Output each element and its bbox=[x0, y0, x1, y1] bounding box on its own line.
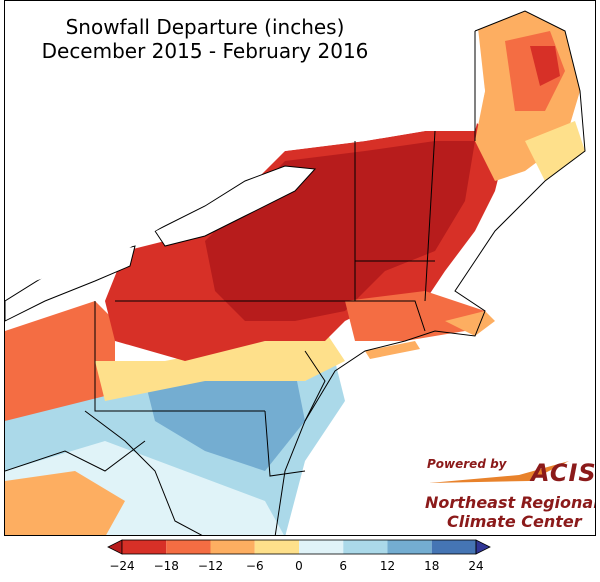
colorbar-tick-label: 6 bbox=[339, 559, 347, 573]
colorbar-tick-label: −12 bbox=[198, 559, 223, 573]
region-long-island bbox=[365, 341, 420, 359]
region-maine-coast bbox=[525, 121, 585, 181]
colorbar-tick-label: 24 bbox=[468, 559, 483, 573]
coastline bbox=[274, 10, 586, 535]
snowfall-map: Snowfall Departure (inches) December 201… bbox=[4, 0, 596, 536]
colorbar-segment bbox=[343, 540, 388, 554]
title-line-1: Snowfall Departure (inches) bbox=[65, 15, 345, 39]
colorbar-svg: −24 −18 −12 −6 0 6 12 18 24 bbox=[107, 539, 491, 573]
colorbar-tick-label: 12 bbox=[380, 559, 395, 573]
colorbar-arrow-high bbox=[475, 539, 491, 555]
powered-by-label: Powered by bbox=[427, 457, 507, 471]
state-boundaries bbox=[5, 31, 476, 535]
colorbar-tick-label: −6 bbox=[246, 559, 264, 573]
center-name-line-1: Northeast Regional bbox=[425, 493, 596, 512]
colorbar: −24 −18 −12 −6 0 6 12 18 24 bbox=[104, 538, 494, 578]
colorbar-segment bbox=[210, 540, 255, 554]
region-south-deep-blue bbox=[145, 361, 305, 471]
colorbar-segment bbox=[254, 540, 299, 554]
title-line-2: December 2015 - February 2016 bbox=[41, 39, 369, 63]
canada-area bbox=[5, 1, 485, 291]
region-pa-band bbox=[95, 331, 345, 401]
lake-ontario bbox=[154, 165, 317, 247]
region-sne bbox=[345, 291, 485, 341]
ocean-area bbox=[295, 161, 595, 535]
colorbar-segment bbox=[299, 540, 344, 554]
region-south-orange bbox=[5, 471, 125, 535]
colorbar-tick-label: −18 bbox=[154, 559, 179, 573]
credit-block: Powered by ACIS Northeast Regional Clima… bbox=[419, 453, 595, 533]
colorbar-segment bbox=[387, 540, 432, 554]
region-maine-dark bbox=[530, 46, 560, 86]
region-west-pa bbox=[5, 301, 115, 421]
colorbar-tick-label: −24 bbox=[109, 559, 134, 573]
center-name-line-2: Climate Center bbox=[447, 512, 582, 531]
colorbar-arrow-low bbox=[107, 539, 123, 555]
colorbar-segment bbox=[431, 540, 476, 554]
acis-logo-text: ACIS bbox=[531, 459, 596, 487]
acis-swoosh-icon bbox=[429, 461, 569, 483]
colorbar-tick-label: 0 bbox=[295, 559, 303, 573]
map-svg bbox=[5, 1, 595, 535]
colorbar-segment bbox=[166, 540, 211, 554]
colorbar-segment bbox=[122, 540, 167, 554]
colorbar-tick-label: 18 bbox=[424, 559, 439, 573]
colorbar-outline bbox=[121, 539, 477, 555]
